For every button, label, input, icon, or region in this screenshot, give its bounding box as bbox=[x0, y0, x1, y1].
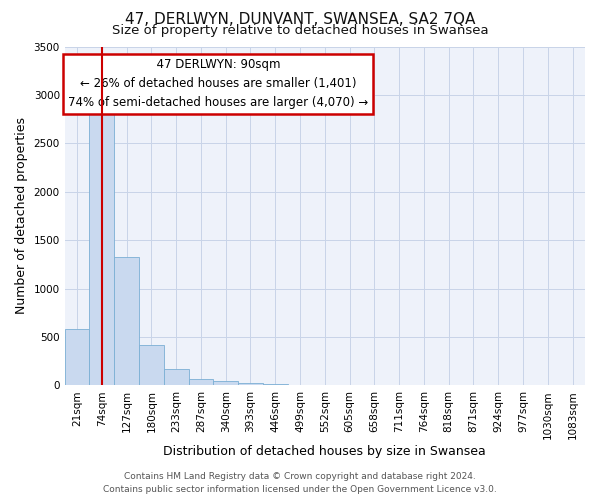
Bar bbox=[238, 382, 263, 386]
Bar bbox=[65, 330, 89, 386]
Bar bbox=[114, 256, 139, 386]
Y-axis label: Number of detached properties: Number of detached properties bbox=[15, 118, 28, 314]
Bar bbox=[89, 102, 114, 386]
Bar bbox=[263, 384, 287, 386]
Text: Size of property relative to detached houses in Swansea: Size of property relative to detached ho… bbox=[112, 24, 488, 37]
Text: 47, DERLWYN, DUNVANT, SWANSEA, SA2 7QA: 47, DERLWYN, DUNVANT, SWANSEA, SA2 7QA bbox=[125, 12, 475, 28]
Text: 47 DERLWYN: 90sqm  
← 26% of detached houses are smaller (1,401)
74% of semi-det: 47 DERLWYN: 90sqm ← 26% of detached hous… bbox=[68, 58, 368, 110]
Bar bbox=[214, 380, 238, 386]
Bar bbox=[188, 379, 214, 386]
Text: Contains HM Land Registry data © Crown copyright and database right 2024.
Contai: Contains HM Land Registry data © Crown c… bbox=[103, 472, 497, 494]
X-axis label: Distribution of detached houses by size in Swansea: Distribution of detached houses by size … bbox=[163, 444, 486, 458]
Bar bbox=[139, 345, 164, 386]
Bar bbox=[164, 369, 188, 386]
